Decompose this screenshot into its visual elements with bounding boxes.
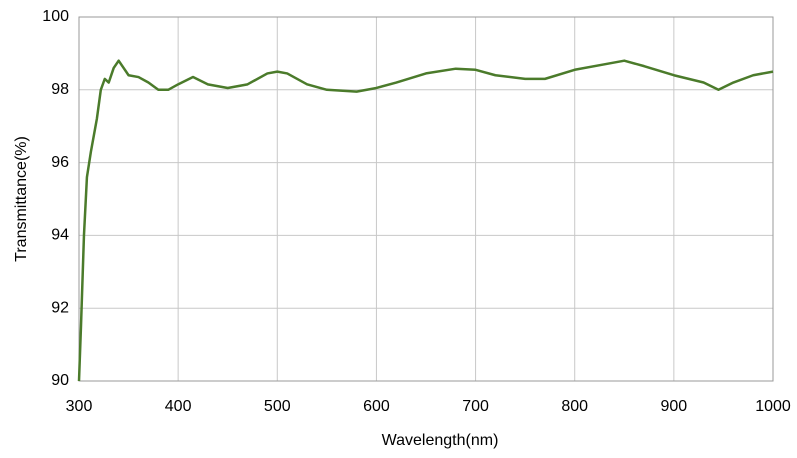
y-tick-label: 92 — [51, 299, 69, 316]
x-tick-label: 500 — [264, 398, 291, 415]
x-axis-title: Wavelength(nm) — [382, 432, 499, 449]
y-axis-title: Transmittance(%) — [13, 136, 30, 262]
x-tick-label: 600 — [363, 398, 390, 415]
data-line — [77, 59, 774, 382]
y-tick-label: 100 — [42, 8, 69, 25]
y-tick-label: 94 — [51, 227, 69, 244]
y-tick-label: 98 — [51, 81, 69, 98]
x-tick-label: 400 — [165, 398, 192, 415]
x-tick-label: 1000 — [755, 398, 791, 415]
x-tick-label: 900 — [661, 398, 688, 415]
x-tick-label: 700 — [462, 398, 489, 415]
plot-frame — [78, 16, 774, 382]
y-tick-label: 96 — [51, 154, 69, 171]
x-tick-label: 800 — [561, 398, 588, 415]
x-tick-label: 300 — [66, 398, 93, 415]
y-tick-label: 90 — [51, 372, 69, 389]
